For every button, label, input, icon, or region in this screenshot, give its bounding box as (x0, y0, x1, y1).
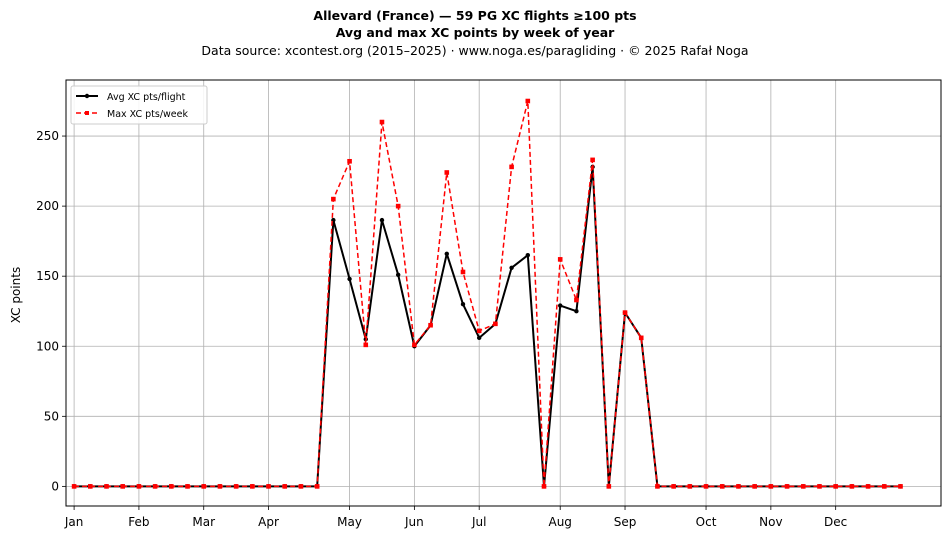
data-point-avg (395, 272, 401, 277)
data-point-avg (476, 335, 482, 341)
data-point-max (493, 321, 498, 327)
data-point-max (557, 257, 563, 262)
series-markers-max (71, 98, 903, 489)
data-point-max (817, 484, 822, 489)
plot-frame (65, 79, 942, 507)
series-group (71, 98, 903, 489)
x-tick-label: Feb (128, 515, 149, 529)
data-point-max (865, 484, 871, 489)
data-point-avg (444, 251, 449, 256)
data-point-max (71, 484, 77, 489)
data-point-max (768, 484, 774, 489)
data-point-avg (509, 265, 514, 270)
data-point-max (525, 98, 531, 104)
legend-label-max: Max XC pts/week (107, 109, 188, 120)
legend-box (70, 85, 208, 125)
data-point-max (574, 297, 579, 303)
data-point-max (784, 484, 790, 489)
data-point-max (719, 484, 725, 489)
data-point-max (88, 484, 93, 489)
axis-ticks: 0 50 100 150 200 250 Jan Feb Mar Apr May Jun Jul Aug S… (36, 129, 847, 529)
y-tick-label: 200 (36, 199, 59, 213)
x-tick-label: May (337, 515, 362, 529)
data-point-avg (525, 252, 531, 258)
legend-marker-max (85, 111, 89, 115)
data-point-max (104, 484, 109, 489)
y-tick-label: 250 (36, 129, 59, 143)
data-point-max (881, 484, 887, 489)
data-point-max (347, 158, 352, 164)
legend-label-avg: Avg XC pts/flight (107, 92, 186, 103)
data-point-max (314, 484, 320, 489)
data-point-max (395, 203, 401, 209)
data-point-max (687, 484, 693, 489)
y-axis-label: XC points (9, 267, 23, 323)
data-point-max (655, 484, 660, 489)
chart-title-second-line: Avg and max XC points by week of year (335, 25, 615, 40)
x-tick-label: Mar (192, 515, 215, 529)
x-tick-label: Nov (759, 515, 782, 529)
legend-marker-avg (84, 93, 90, 99)
data-point-avg (379, 217, 385, 223)
data-point-max (606, 484, 612, 489)
data-point-max (460, 269, 466, 275)
data-point-max (428, 322, 433, 328)
data-point-max (201, 484, 207, 489)
data-point-avg (574, 309, 579, 314)
data-point-max (736, 484, 741, 489)
data-point-avg (460, 302, 466, 307)
data-point-max (379, 119, 385, 125)
data-point-max (849, 484, 855, 489)
y-tick-label: 100 (36, 339, 59, 353)
x-tick-label: Jan (64, 515, 84, 529)
data-point-max (476, 328, 482, 334)
x-tick-label: Oct (696, 515, 717, 529)
data-point-max (703, 484, 709, 489)
data-point-max (898, 484, 903, 489)
x-tick-label: Aug (548, 515, 571, 529)
data-point-max (509, 164, 514, 170)
data-point-max (590, 157, 595, 163)
data-point-max (282, 484, 288, 489)
data-point-max (120, 484, 126, 489)
data-point-max (833, 484, 838, 489)
y-tick-label: 50 (44, 409, 59, 423)
x-tick-label: Jul (471, 515, 486, 529)
y-tick-label: 0 (51, 479, 59, 493)
data-point-avg (558, 303, 563, 308)
data-point-max (412, 342, 417, 348)
data-point-max (217, 484, 223, 489)
data-point-max (752, 484, 757, 489)
x-tick-label: Jun (404, 515, 424, 529)
data-point-max (152, 484, 158, 489)
data-point-max (136, 484, 142, 489)
data-point-max (541, 484, 547, 489)
data-point-max (800, 484, 806, 489)
chart-subtitle: Data source: xcontest.org (2015–2025) · … (201, 43, 749, 58)
data-point-max (233, 484, 239, 489)
data-point-max (638, 335, 644, 341)
data-point-max (331, 196, 336, 202)
data-point-max (250, 484, 255, 489)
data-point-avg (347, 276, 352, 282)
data-point-max (169, 484, 174, 489)
data-point-max (266, 484, 271, 489)
data-point-max (622, 310, 628, 315)
data-point-max (298, 484, 304, 489)
chart-title: Allevard (France) — 59 PG XC flights ≥10… (313, 8, 637, 23)
data-point-max (185, 484, 190, 489)
x-tick-label: Dec (824, 515, 847, 529)
series-line-max (74, 100, 901, 488)
x-tick-label: Apr (258, 515, 279, 529)
data-point-max (444, 170, 450, 175)
data-point-max (671, 484, 676, 489)
y-tick-label: 150 (36, 269, 59, 283)
data-point-max (363, 342, 369, 348)
legend: Avg XC pts/flight Max XC pts/week (70, 85, 208, 125)
x-tick-label: Sep (614, 515, 637, 529)
